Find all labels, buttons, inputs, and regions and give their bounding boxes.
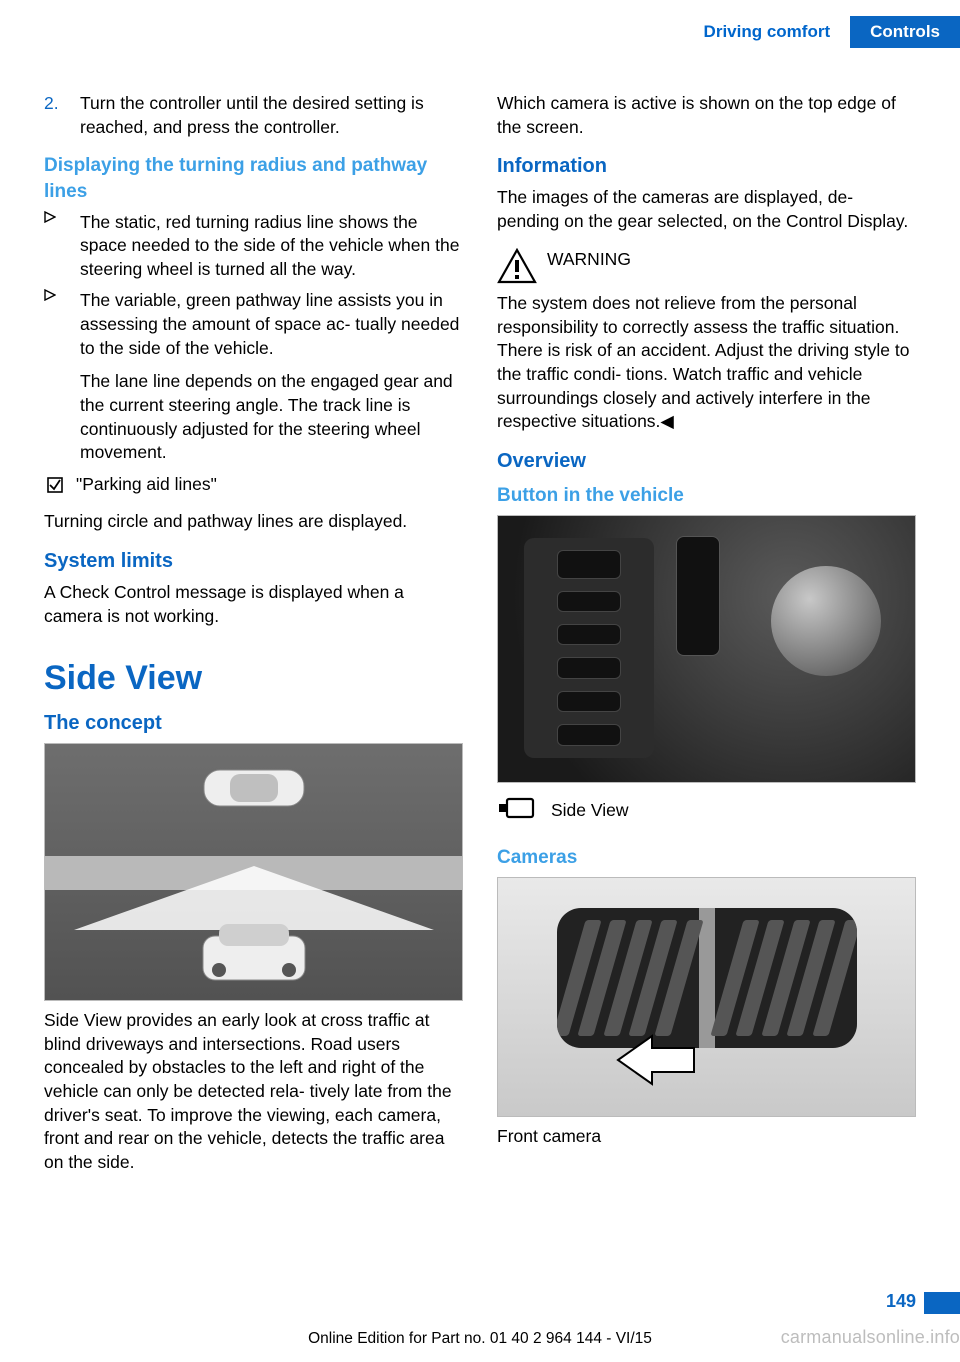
system-limits-text: A Check Control message is displayed whe… — [44, 581, 463, 628]
button-caption: Side View — [551, 799, 629, 823]
concept-graphic — [44, 743, 463, 1001]
page-number-bar — [924, 1292, 960, 1314]
warning-block: WARNING The system does not relieve from… — [497, 248, 916, 434]
heading-the-concept: The concept — [44, 710, 463, 737]
bullet-item: The variable, green pathway line assists… — [44, 289, 463, 464]
bullet-text: The variable, green pathway line assists… — [80, 289, 463, 464]
checkbox-icon — [44, 476, 66, 494]
continuation-text: Which camera is active is shown on the t… — [497, 92, 916, 139]
page-number: 149 — [886, 1291, 916, 1312]
information-text: The images of the cameras are displayed,… — [497, 186, 916, 233]
button-photo — [497, 515, 916, 783]
heading-system-limits: System limits — [44, 548, 463, 575]
sideview-button-icon — [497, 793, 537, 830]
triangle-bullet-icon — [44, 211, 66, 282]
heading-cameras: Cameras — [497, 845, 916, 871]
breadcrumb-section: Driving comfort — [684, 16, 851, 48]
car-top-icon — [184, 752, 324, 822]
bullet-item: The static, red turning radius line show… — [44, 211, 463, 282]
heading-button-in-vehicle: Button in the vehicle — [497, 483, 916, 509]
front-camera-photo — [497, 877, 916, 1117]
warning-text: The system does not relieve from the per… — [497, 292, 916, 434]
bullet-text: The static, red turning radius line show… — [80, 211, 463, 282]
warning-label: WARNING — [547, 248, 631, 272]
checkbox-row: "Parking aid lines" — [44, 473, 463, 497]
heading-turning-radius: Displaying the turning radius and pathwa… — [44, 153, 463, 204]
header-breadcrumb: Driving comfort Controls — [684, 16, 960, 48]
car-front-icon — [189, 914, 319, 992]
watermark: carmanualsonline.info — [781, 1327, 960, 1348]
bullet-text-b: The lane line depends on the engaged gea… — [80, 370, 463, 465]
step-number: 2. — [44, 92, 66, 139]
concept-text: Side View provides an early look at cros… — [44, 1009, 463, 1174]
checkbox-label: "Parking aid lines" — [76, 473, 217, 497]
button-caption-row: Side View — [497, 793, 916, 830]
arrow-icon — [616, 1030, 696, 1090]
warning-icon — [497, 248, 537, 291]
camera-caption: Front camera — [497, 1125, 916, 1149]
page-body: 2. Turn the controller until the desired… — [44, 92, 916, 1272]
turning-outro: Turning circle and pathway lines are dis… — [44, 510, 463, 534]
heading-overview: Overview — [497, 448, 916, 475]
ordered-step-2: 2. Turn the controller until the desired… — [44, 92, 463, 139]
heading-information: Information — [497, 153, 916, 180]
step-text: Turn the controller until the desired se… — [80, 92, 463, 139]
heading-side-view: Side View — [44, 656, 463, 702]
triangle-bullet-icon — [44, 289, 66, 464]
breadcrumb-chapter: Controls — [850, 16, 960, 48]
bullet-text-a: The variable, green pathway line assists… — [80, 289, 463, 360]
